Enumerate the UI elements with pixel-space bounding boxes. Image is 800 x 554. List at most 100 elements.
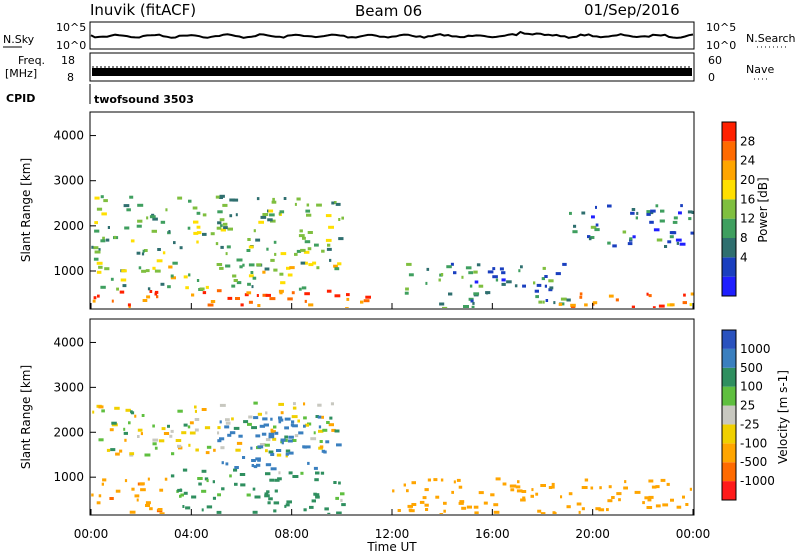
velocity-cell — [324, 507, 329, 511]
power-cell — [304, 292, 310, 296]
power-cell — [656, 238, 663, 242]
velocity-cell — [152, 442, 157, 446]
velocity-cell — [242, 456, 246, 459]
velocity-cell — [531, 488, 534, 492]
power-cell — [615, 298, 619, 302]
velocity-cell — [177, 444, 182, 448]
power-cell — [264, 267, 270, 271]
velocity-cell — [163, 432, 170, 435]
velocity-cell — [98, 494, 102, 498]
velocity-cell — [314, 478, 319, 482]
velocity-cell — [139, 482, 145, 486]
velocity-cell — [598, 508, 605, 512]
velocity-cell — [265, 463, 272, 467]
velocity-cell — [189, 431, 196, 435]
velocity-cell — [302, 445, 306, 449]
velocity-cell — [493, 503, 499, 507]
power-cell — [279, 291, 283, 295]
velocity-cell — [263, 423, 269, 427]
power-cell — [193, 231, 199, 235]
power-cell — [149, 215, 156, 219]
power-cell — [450, 262, 454, 266]
velocity-cell — [313, 466, 318, 470]
power-cell — [233, 279, 238, 282]
velocity-cell — [264, 443, 270, 447]
velocity-cell — [459, 500, 465, 504]
velocity-cell — [566, 505, 571, 509]
power-cell — [325, 214, 332, 218]
colorbar-tick-label: 16 — [740, 192, 755, 206]
velocity-cell — [624, 480, 627, 484]
velocity-cell — [265, 438, 271, 442]
power-cell — [202, 232, 207, 236]
power-cell — [328, 225, 334, 229]
velocity-cell — [540, 512, 546, 514]
velocity-cell — [182, 505, 185, 508]
velocity-cell — [435, 495, 440, 499]
velocity-cell — [251, 426, 257, 430]
velocity-cell — [109, 497, 114, 500]
colorbar-swatch — [722, 257, 736, 277]
power-cell — [225, 264, 231, 268]
power-cell — [280, 252, 287, 256]
velocity-cell — [313, 431, 316, 435]
colorbar-swatch — [722, 122, 736, 142]
power-cell — [627, 242, 633, 246]
power-cell — [675, 238, 682, 242]
y-tick-label: 4000 — [53, 129, 84, 143]
velocity-cell — [131, 487, 135, 491]
colorbar-tick-label: -1000 — [740, 474, 775, 488]
power-cell — [258, 220, 264, 224]
power-cell — [291, 291, 295, 295]
power-cell — [646, 212, 651, 216]
power-cell — [538, 300, 542, 304]
velocity-cell — [212, 480, 215, 484]
velocity-cell — [154, 446, 158, 450]
velocity-cell — [290, 423, 294, 427]
power-cell — [96, 270, 102, 274]
velocity-cell — [336, 511, 342, 514]
power-cell — [520, 265, 523, 269]
power-cell — [335, 202, 341, 206]
velocity-cell — [292, 424, 298, 428]
velocity-cell — [129, 510, 136, 514]
colorbar-tick-label: 28 — [740, 134, 755, 148]
velocity-cell — [114, 406, 120, 410]
velocity-cell — [161, 427, 166, 431]
velocity-cell — [216, 510, 222, 514]
velocity-cell — [278, 471, 281, 475]
velocity-cell — [458, 501, 464, 505]
power-cell — [680, 204, 683, 208]
power-cell — [471, 305, 475, 308]
velocity-cell — [251, 459, 256, 462]
velocity-cell — [490, 493, 495, 497]
velocity-cell — [278, 420, 282, 424]
velocity-cell — [206, 505, 213, 509]
velocity-cell — [98, 438, 104, 442]
colorbar-tick-label: -25 — [740, 417, 760, 431]
velocity-cell — [618, 498, 621, 502]
power-cell — [130, 239, 135, 243]
power-cell — [232, 198, 239, 202]
velocity-cell — [134, 414, 137, 418]
power-cell — [268, 209, 274, 213]
colorbar-swatch — [722, 348, 736, 368]
velocity-cell — [191, 495, 197, 499]
velocity-cell — [495, 477, 501, 481]
velocity-cell — [225, 421, 231, 425]
power-cell — [308, 303, 314, 307]
velocity-cell — [287, 439, 293, 443]
power-cell — [137, 203, 144, 207]
velocity-cell — [129, 452, 135, 456]
power-cell — [215, 195, 220, 199]
velocity-cell — [158, 439, 165, 443]
power-cell — [327, 243, 331, 247]
velocity-cell — [91, 493, 94, 497]
power-cell — [147, 287, 151, 291]
velocity-cell — [648, 495, 654, 499]
power-cell — [465, 266, 472, 270]
velocity-cell — [152, 424, 155, 428]
velocity-cell — [212, 496, 216, 500]
power-cell — [658, 304, 665, 308]
power-cell — [536, 283, 542, 287]
